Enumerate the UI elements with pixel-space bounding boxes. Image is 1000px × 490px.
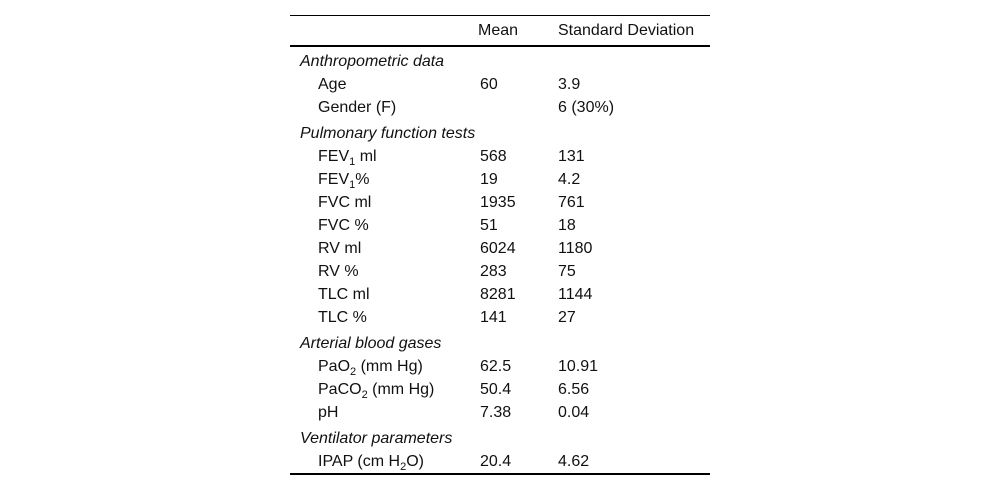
mean-value: 19 <box>480 170 498 188</box>
section-title: Pulmonary function tests <box>300 124 476 142</box>
sd-value: 18 <box>558 216 576 234</box>
row-label: PaCO2 (mm Hg) <box>318 380 435 401</box>
header-mean-column: Mean <box>478 21 519 39</box>
mean-value: 1935 <box>480 193 516 211</box>
mean-value: 8281 <box>480 285 516 303</box>
mean-value: 20.4 <box>480 452 512 470</box>
section-header-anthropometric: Anthropometric data <box>290 50 710 73</box>
row-label: Age <box>318 75 347 93</box>
section-header-pulmonary: Pulmonary function tests <box>290 122 710 145</box>
sd-value: 6.56 <box>558 380 590 398</box>
section-header-ventilator: Ventilator parameters <box>290 427 710 450</box>
sd-value: 131 <box>558 147 585 165</box>
mean-value: 568 <box>480 147 507 165</box>
row-label: PaO2 (mm Hg) <box>318 357 423 378</box>
mean-value: 50.4 <box>480 380 512 398</box>
row-label: FEV1% <box>318 170 370 191</box>
row-label: RV % <box>318 262 359 280</box>
section-header-blood-gases: Arterial blood gases <box>290 332 710 355</box>
sd-value: 75 <box>558 262 576 280</box>
section-title: Anthropometric data <box>300 52 445 70</box>
table-row-fvc-ml: FVC ml 1935 761 <box>290 191 710 214</box>
table-row-paco2: PaCO2 (mm Hg) 50.4 6.56 <box>290 378 710 401</box>
table-row-rv-pct: RV % 283 75 <box>290 260 710 283</box>
mean-value: 7.38 <box>480 403 512 421</box>
table-row-fev1-pct: FEV1% 19 4.2 <box>290 168 710 191</box>
mean-value: 141 <box>480 308 507 326</box>
mean-value: 62.5 <box>480 357 512 375</box>
row-label: FVC % <box>318 216 369 234</box>
statistics-table: Mean Standard Deviation Anthropometric d… <box>290 15 710 475</box>
sd-value: 6 (30%) <box>558 98 615 116</box>
table-row-age: Age 60 3.9 <box>290 73 710 96</box>
sd-value: 4.2 <box>558 170 581 188</box>
row-label: RV ml <box>318 239 362 257</box>
sd-value: 27 <box>558 308 576 326</box>
mean-value: 60 <box>480 75 498 93</box>
table-row-gender: Gender (F) 6 (30%) <box>290 96 710 119</box>
row-label: FVC ml <box>318 193 372 211</box>
table-row-rv-ml: RV ml 6024 1180 <box>290 237 710 260</box>
sd-value: 1144 <box>558 285 593 303</box>
table-row-fvc-pct: FVC % 51 18 <box>290 214 710 237</box>
sd-value: 761 <box>558 193 585 211</box>
sd-value: 1180 <box>558 239 593 257</box>
header-sd-column: Standard Deviation <box>558 21 695 39</box>
row-label: TLC ml <box>318 285 370 303</box>
section-title: Ventilator parameters <box>300 429 453 447</box>
table-row-ipap: IPAP (cm H2O) 20.4 4.62 <box>290 450 710 473</box>
table-row-ph: pH 7.38 0.04 <box>290 401 710 424</box>
table-row-fev1-ml: FEV1 ml 568 131 <box>290 145 710 168</box>
section-title: Arterial blood gases <box>300 334 442 352</box>
table-row-tlc-ml: TLC ml 8281 1144 <box>290 283 710 306</box>
row-label: TLC % <box>318 308 367 326</box>
row-label: pH <box>318 403 339 421</box>
sd-value: 10.91 <box>558 357 599 375</box>
row-label: IPAP (cm H2O) <box>318 452 424 473</box>
table-header-row: Mean Standard Deviation <box>290 16 710 47</box>
mean-value: 283 <box>480 262 507 280</box>
row-label: Gender (F) <box>318 98 397 116</box>
row-label: FEV1 ml <box>318 147 377 168</box>
sd-value: 4.62 <box>558 452 590 470</box>
sd-value: 0.04 <box>558 403 590 421</box>
mean-value: 6024 <box>480 239 516 257</box>
table-row-tlc-pct: TLC % 141 27 <box>290 306 710 329</box>
sd-value: 3.9 <box>558 75 581 93</box>
mean-value: 51 <box>480 216 498 234</box>
table-row-pao2: PaO2 (mm Hg) 62.5 10.91 <box>290 355 710 378</box>
